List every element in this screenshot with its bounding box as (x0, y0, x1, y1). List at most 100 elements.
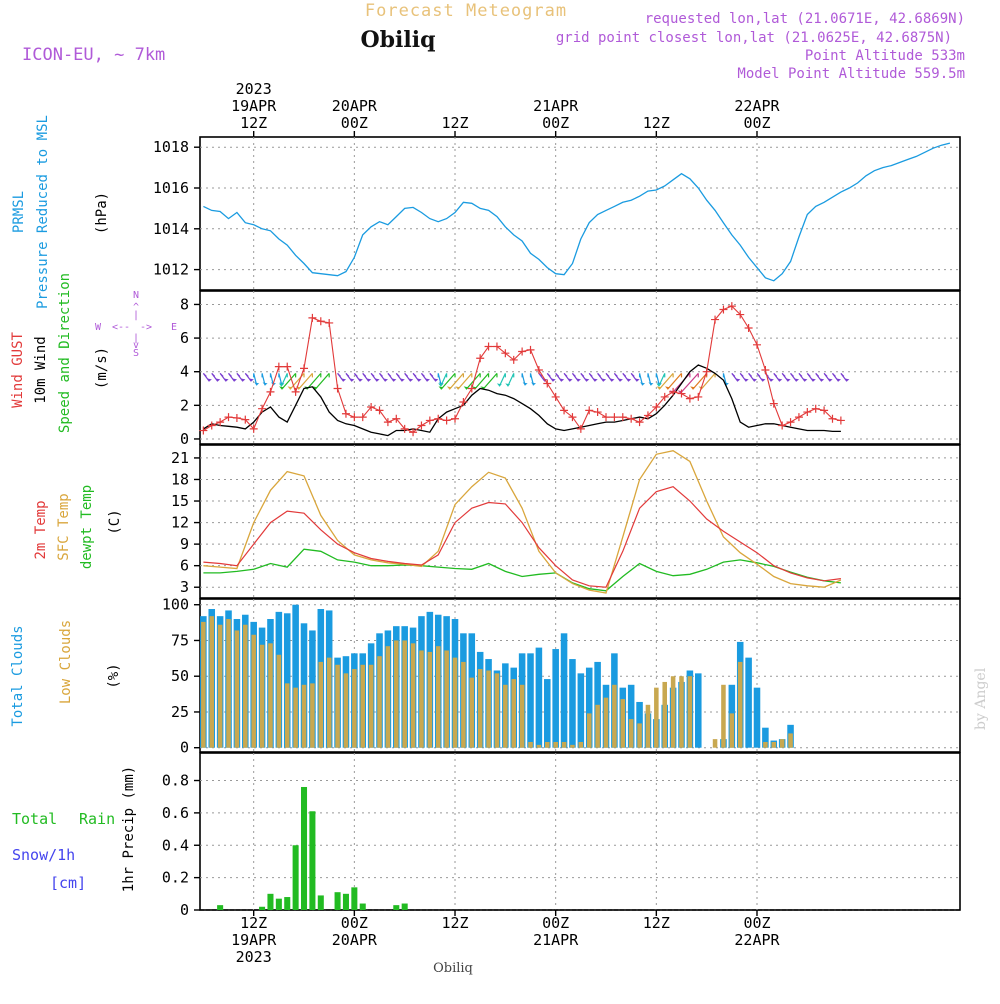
wind-barb-head (472, 386, 478, 390)
pressure-line (203, 142, 951, 282)
wind-gust-marker (694, 392, 703, 401)
low-cloud-bar (259, 644, 265, 748)
wind-barb-flag (244, 372, 249, 377)
compass-tick-s2: v (133, 340, 139, 351)
wind-barb-head (592, 378, 598, 382)
low-cloud-bar (234, 630, 240, 748)
precip-snow-unit: [cm] (50, 874, 86, 892)
wind-gust-marker (467, 384, 476, 393)
temperature-ytick-label: 21 (171, 449, 189, 467)
wind-barb-head (262, 382, 268, 386)
wind-barb (474, 372, 490, 390)
clouds-ytick-label: 75 (171, 631, 189, 649)
wind-gust-marker (660, 392, 669, 401)
wind-barb-head (760, 378, 766, 382)
wind-barb-head (341, 378, 347, 382)
wind-10m-label: 10m Wind (33, 336, 49, 403)
low-cloud-bar (217, 624, 223, 748)
total-cloud-bar (292, 604, 299, 748)
bottom-time-label: 22APR (734, 931, 780, 949)
wind-barb-head (215, 378, 221, 382)
bottom-time-label: 20APR (332, 931, 378, 949)
wind-barb-flag (840, 372, 845, 377)
low-cloud-bar (360, 664, 366, 748)
wind-barb (482, 372, 498, 390)
low-cloud-bar (377, 656, 382, 748)
wind-barb-head (357, 378, 363, 382)
low-cloud-bar (679, 676, 684, 748)
temperature-panel (199, 444, 961, 599)
wind-barb-head (656, 383, 662, 387)
precip-bar (393, 905, 400, 910)
wind-barb-head (278, 383, 284, 387)
wind-gust-marker (383, 418, 392, 427)
wind-gust-label: Wind GUST (10, 332, 26, 408)
temperature-ytick-label: 3 (180, 578, 189, 596)
precip-unit-label: 1hr Precip (mm) (121, 766, 137, 892)
low-cloud-bar (545, 741, 550, 748)
wind-gust-marker (350, 413, 359, 422)
wind-unit: (m/s) (94, 347, 110, 389)
low-cloud-bar (209, 616, 215, 748)
wind-barb-head (640, 382, 646, 386)
wind-barb-head (802, 378, 808, 382)
wind-barb (440, 372, 456, 390)
total-cloud-bar (753, 687, 761, 748)
wind-gust-marker (358, 413, 367, 422)
low-cloud-bar (645, 704, 651, 748)
total-cloud-bar (544, 679, 551, 748)
wind-barb-flag (756, 372, 761, 377)
wind-gust-marker (702, 367, 711, 376)
precip-bar (217, 905, 224, 910)
precip-bar (292, 845, 299, 910)
low-cloud-bar (536, 744, 542, 748)
compass-arrow-e: -> (140, 322, 152, 333)
wind-barb-head (785, 378, 791, 382)
wind-gust-marker (643, 411, 652, 420)
top-time-label: 12Z (240, 114, 267, 132)
low-cloud-bar (737, 661, 743, 748)
wind-barb-head (463, 386, 469, 390)
wind-gust-marker (266, 387, 275, 396)
low-cloud-bar (637, 723, 642, 748)
wind-gust-marker (526, 345, 535, 354)
wind-barb-head (433, 378, 439, 382)
low-cloud-bar (578, 741, 584, 748)
wind-barb-head (223, 378, 229, 382)
wind-barb-head (240, 378, 246, 382)
precip-total-legend: Total (12, 810, 57, 828)
wind-gust-marker (794, 413, 803, 422)
low-cloud-bar (243, 624, 248, 748)
wind-barb-head (835, 378, 841, 382)
wind-barb (667, 372, 682, 390)
temperature-ytick-label: 18 (171, 470, 189, 488)
low-cloud-bar (268, 643, 273, 748)
wind-gust-marker (492, 342, 501, 351)
wind-barb-flag (806, 372, 811, 377)
wind-gust-marker (803, 408, 812, 417)
precip-ytick-label: 0.6 (162, 804, 189, 822)
compass-tick-n: ^ (133, 302, 139, 313)
wind-gust-marker (610, 413, 619, 422)
wind-gust-marker (769, 399, 778, 408)
low-cloud-bar (226, 619, 231, 748)
wind-gust-marker (451, 414, 460, 423)
wind-barb-head (810, 378, 816, 382)
wind-barb-flag (739, 372, 744, 377)
wind-gust-marker (635, 418, 644, 427)
low-cloud-bar (620, 699, 626, 748)
wind-barb-flag (337, 372, 341, 377)
wind-gust-marker (786, 418, 795, 427)
wind-barb-head (794, 378, 800, 382)
total-cloud-bar (560, 633, 568, 748)
wind-barb (700, 372, 716, 390)
wind-barb (448, 372, 464, 390)
wind-barb-flag (404, 372, 409, 377)
wind-barb-head (248, 378, 254, 382)
wind-gust-marker (560, 406, 569, 415)
wind-barb-flag (362, 372, 367, 377)
wind-barb-head (391, 378, 397, 382)
footer-location: Obiliq (433, 961, 473, 976)
wind-barb-head (312, 386, 318, 390)
